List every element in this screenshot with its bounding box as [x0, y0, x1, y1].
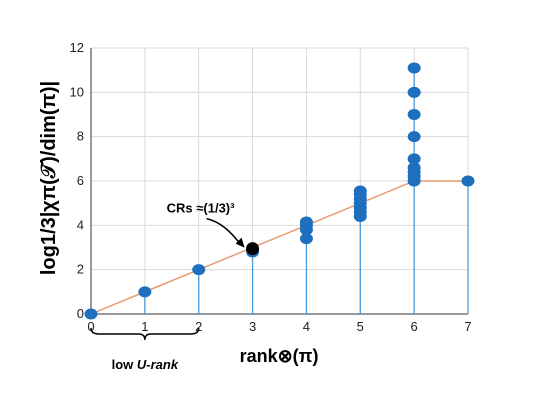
x-tick-label: 1	[141, 319, 148, 334]
y-axis-label: log1/3|χπ(𝒯)/dim(π)|	[38, 81, 60, 275]
data-point	[407, 62, 421, 74]
data-point	[84, 308, 98, 320]
x-tick-label: 3	[249, 319, 256, 334]
x-tick-label: 0	[87, 319, 94, 334]
data-point	[407, 153, 421, 165]
data-point	[353, 185, 367, 197]
data-point	[461, 175, 475, 187]
y-tick-label: 0	[77, 306, 84, 321]
highlight-label: CRs ≈(1/3)³	[167, 201, 235, 216]
data-point	[407, 131, 421, 143]
y-tick-label: 10	[70, 84, 84, 99]
annotation: CRs ≈(1/3)³	[167, 201, 260, 256]
points	[84, 62, 475, 320]
stems	[144, 67, 469, 314]
annotation-arrowhead	[235, 237, 245, 248]
annotation-arrow	[206, 217, 242, 246]
y-tick-label: 6	[77, 173, 84, 188]
bracket-shape	[90, 327, 200, 341]
y-tick-label: 12	[70, 40, 84, 55]
axes	[90, 48, 468, 315]
bracket: low U-rank	[90, 327, 200, 372]
bracket-label-prefix: low	[112, 357, 137, 372]
bracket-label-italic: U-rank	[137, 357, 179, 372]
data-point	[407, 162, 421, 174]
highlight-point	[246, 242, 260, 256]
data-point	[407, 109, 421, 120]
data-point	[407, 86, 421, 98]
y-tick-label: 8	[77, 129, 84, 144]
bracket-label: low U-rank	[112, 357, 179, 372]
y-tick-label: 4	[77, 217, 84, 232]
data-point	[299, 216, 313, 228]
x-tick-label: 4	[303, 319, 310, 334]
x-tick-label: 7	[464, 319, 471, 334]
x-tick-label: 2	[195, 319, 202, 334]
data-point	[299, 233, 313, 245]
y-tick-label: 2	[77, 262, 84, 277]
data-point	[138, 286, 152, 298]
x-tick-label: 6	[411, 319, 418, 334]
grid	[90, 47, 469, 315]
x-axis-label: rank⊗(π)	[240, 346, 319, 366]
data-point	[192, 264, 206, 276]
x-tick-label: 5	[357, 319, 364, 334]
